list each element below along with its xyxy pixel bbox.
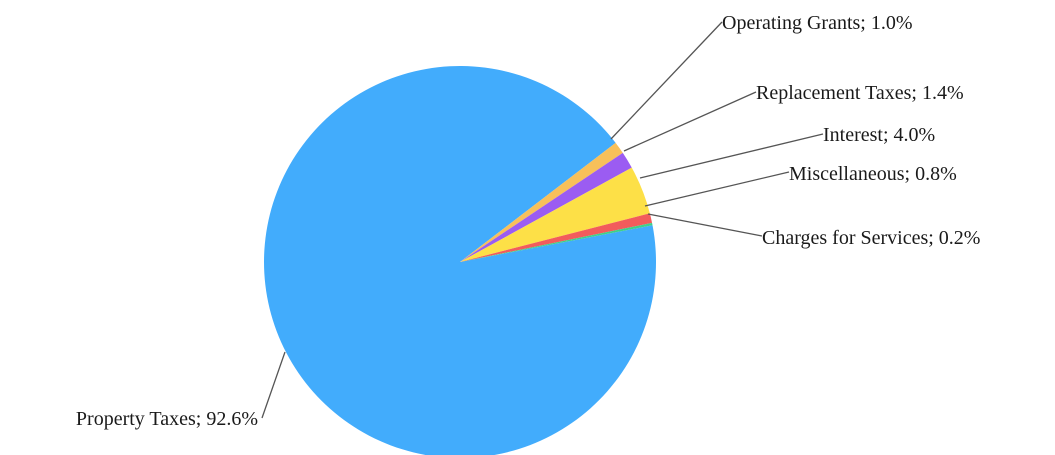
slice-label-5: Charges for Services; 0.2% [762,227,980,249]
slice-label-3: Interest; 4.0% [823,124,935,146]
slice-label-2: Replacement Taxes; 1.4% [756,82,964,104]
leader-line-1 [610,21,723,140]
slice-labels: Property Taxes; 92.6% Operating Grants; 1… [76,12,981,430]
leader-line-0 [261,351,286,419]
leader-line-2 [623,91,757,152]
leader-line-3 [639,133,824,179]
pie-slice-0 [264,66,656,455]
leader-lines [261,21,824,419]
slice-label-4: Miscellaneous; 0.8% [789,163,957,185]
pie-slice-2 [460,152,632,262]
pie-slice-3 [460,167,650,262]
pie-slice-1 [460,142,623,262]
pie-slice-5 [460,222,653,262]
pie-slice-4 [460,213,653,262]
slice-label-0: Property Taxes; 92.6% [76,408,258,430]
leader-line-4 [644,171,790,207]
pie-slices [264,66,656,455]
leader-line-5 [647,213,763,237]
slice-label-1: Operating Grants; 1.0% [722,12,913,34]
